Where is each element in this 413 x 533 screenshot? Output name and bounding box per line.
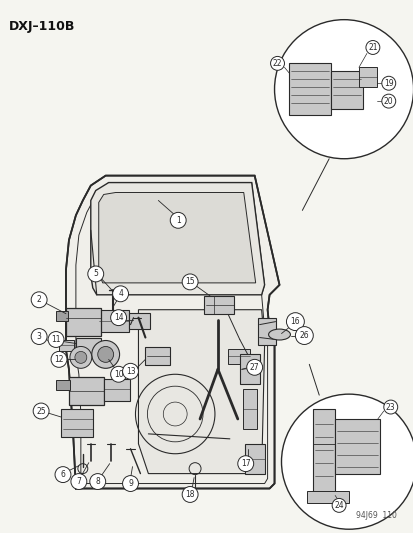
Text: DXJ–110B: DXJ–110B	[9, 20, 76, 33]
Polygon shape	[90, 183, 264, 295]
Bar	[239, 354, 259, 384]
Circle shape	[331, 498, 345, 512]
Circle shape	[31, 328, 47, 344]
Circle shape	[31, 292, 47, 308]
Text: 7: 7	[76, 477, 81, 486]
Bar	[289, 63, 330, 115]
Circle shape	[55, 467, 71, 482]
Text: 13: 13	[126, 367, 135, 376]
Bar	[56, 380, 70, 390]
Text: 25: 25	[36, 407, 46, 416]
Circle shape	[90, 474, 105, 489]
Bar	[76, 337, 100, 356]
Ellipse shape	[268, 329, 290, 340]
Circle shape	[237, 456, 253, 472]
Text: 19: 19	[383, 79, 393, 88]
Bar	[335, 419, 379, 474]
Bar	[244, 444, 264, 474]
Circle shape	[92, 341, 119, 368]
Circle shape	[295, 327, 313, 344]
Bar	[313, 409, 335, 494]
Text: 4: 4	[118, 289, 123, 298]
Circle shape	[33, 403, 49, 419]
Bar	[56, 311, 68, 321]
Bar	[257, 318, 275, 345]
Text: 3: 3	[37, 332, 41, 341]
Text: 22: 22	[272, 59, 282, 68]
Bar	[61, 409, 93, 437]
Bar	[306, 491, 348, 503]
Text: 5: 5	[93, 270, 98, 278]
Polygon shape	[102, 197, 251, 279]
Circle shape	[112, 286, 128, 302]
Text: 15: 15	[185, 277, 195, 286]
Circle shape	[381, 94, 395, 108]
Text: 6: 6	[60, 470, 65, 479]
Bar	[227, 350, 249, 365]
Polygon shape	[66, 175, 279, 489]
Circle shape	[286, 313, 304, 330]
Circle shape	[122, 475, 138, 491]
Text: 17: 17	[240, 459, 250, 468]
Bar	[330, 71, 362, 109]
Text: 26: 26	[299, 331, 309, 340]
Text: 9: 9	[128, 479, 133, 488]
Circle shape	[70, 346, 92, 368]
Text: 1: 1	[176, 216, 180, 225]
Text: 14: 14	[114, 313, 123, 322]
Circle shape	[75, 351, 87, 364]
Text: 23: 23	[385, 402, 394, 411]
Circle shape	[88, 266, 103, 282]
Circle shape	[170, 212, 186, 228]
Circle shape	[381, 76, 395, 90]
Bar	[242, 389, 256, 429]
Bar	[59, 340, 74, 351]
Circle shape	[71, 474, 87, 489]
Text: 10: 10	[114, 370, 123, 379]
Text: 2: 2	[37, 295, 41, 304]
Text: 21: 21	[367, 43, 377, 52]
Text: 20: 20	[383, 96, 393, 106]
Circle shape	[122, 364, 138, 379]
Bar	[128, 313, 150, 328]
Text: 94J69  110: 94J69 110	[355, 511, 396, 520]
Circle shape	[281, 394, 413, 529]
Bar	[98, 310, 128, 332]
Bar	[358, 67, 376, 87]
Circle shape	[48, 332, 64, 348]
Circle shape	[110, 366, 126, 382]
Text: 12: 12	[54, 355, 64, 364]
Circle shape	[274, 20, 413, 159]
Circle shape	[365, 41, 379, 54]
Polygon shape	[98, 192, 255, 283]
Text: 11: 11	[51, 335, 61, 344]
Bar	[66, 308, 100, 336]
Text: 18: 18	[185, 490, 195, 499]
Bar	[204, 296, 233, 314]
Circle shape	[110, 310, 126, 326]
Circle shape	[383, 400, 397, 414]
Text: 16: 16	[290, 317, 299, 326]
Circle shape	[97, 346, 113, 362]
Circle shape	[51, 351, 67, 367]
Bar	[103, 379, 129, 401]
Text: 8: 8	[95, 477, 100, 486]
Text: 24: 24	[333, 501, 343, 510]
Circle shape	[182, 487, 197, 503]
Circle shape	[182, 274, 197, 290]
Bar	[69, 377, 103, 405]
Circle shape	[246, 359, 262, 375]
Bar	[145, 348, 170, 365]
Polygon shape	[138, 310, 264, 474]
Text: 27: 27	[249, 363, 259, 372]
Circle shape	[270, 56, 284, 70]
